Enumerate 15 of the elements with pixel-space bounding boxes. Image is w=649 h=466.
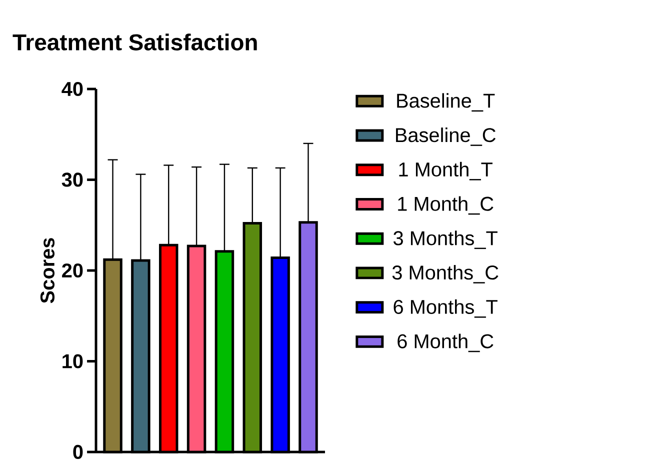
legend-label: 1 Month_T bbox=[399, 162, 492, 180]
chart-title: Treatment Satisfaction bbox=[12, 34, 257, 50]
legend-label: 6 Month_C bbox=[398, 334, 494, 352]
y-axis-title: Scores bbox=[40, 238, 55, 304]
y-tick-label: 0 bbox=[73, 444, 83, 460]
y-tick-label: 40 bbox=[62, 82, 83, 96]
y-tick-label: 20 bbox=[62, 263, 83, 278]
legend-label: 6 Months_T bbox=[394, 299, 498, 318]
legend-label: 3 Months_T bbox=[394, 230, 498, 250]
legend-label: Baseline_T bbox=[397, 93, 495, 112]
legend-label: 3 Months_C bbox=[392, 264, 498, 284]
y-tick-label: 30 bbox=[62, 172, 83, 187]
y-tick-label: 10 bbox=[62, 354, 83, 368]
legend-label: Baseline_C bbox=[396, 128, 496, 146]
legend-label: 1 Month_C bbox=[398, 196, 494, 215]
